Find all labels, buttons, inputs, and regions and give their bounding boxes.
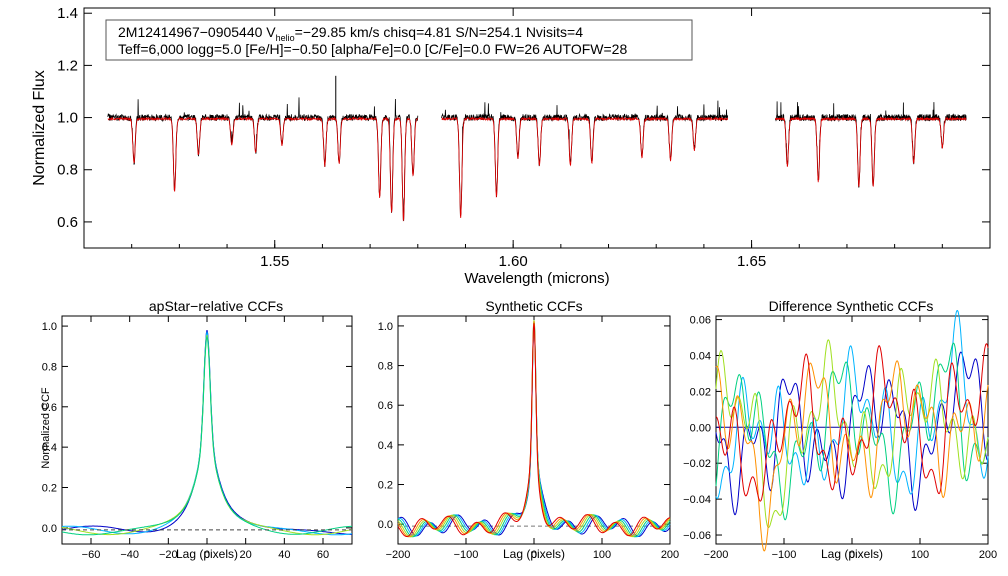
apstar-ccf-axes-frame bbox=[61, 315, 353, 545]
y-tick-label: 0.6 bbox=[42, 402, 57, 414]
synthetic-ccf-panel: Synthetic CCFs −200 −100 0 100 200 0.0 0.2 0.4 0… bbox=[378, 298, 679, 561]
y-tick-label: 0.0 bbox=[42, 523, 57, 535]
ccf-series-line bbox=[61, 331, 353, 536]
x-tick-label: 0 bbox=[204, 549, 210, 561]
difference-ccf-panel: Difference Synthetic CCFs −200 −100 0 100 20… bbox=[683, 298, 997, 561]
spectrum-x-ticks: 1.55 1.60 1.65 bbox=[131, 8, 943, 270]
observed-spectrum-line bbox=[107, 97, 419, 222]
ccf-series-line bbox=[397, 323, 671, 537]
y-tick-label: 0.00 bbox=[690, 422, 711, 434]
difference-ccf-title: Difference Synthetic CCFs bbox=[769, 298, 934, 314]
difference-series-line bbox=[715, 343, 989, 502]
difference-series-line bbox=[715, 309, 989, 500]
spectrum-y-ticks: 0.6 0.8 1.0 1.2 1.4 bbox=[57, 5, 990, 231]
y-tick-label: 0.06 bbox=[690, 315, 711, 327]
x-tick-label: 100 bbox=[911, 549, 929, 561]
difference-series-line bbox=[715, 342, 989, 521]
synthetic-ccf-title: Synthetic CCFs bbox=[485, 298, 582, 314]
y-tick-label: −0.06 bbox=[683, 530, 711, 542]
apstar-ccf-lines bbox=[61, 329, 353, 536]
x-tick-label: −200 bbox=[386, 549, 411, 561]
observed-spectrum-line bbox=[775, 101, 967, 188]
x-tick-label: 0 bbox=[531, 549, 537, 561]
ccf-series-line bbox=[397, 321, 671, 538]
x-tick-label: 100 bbox=[593, 549, 611, 561]
difference-ccf-lines bbox=[715, 309, 989, 552]
spectrum-panel: 0.6 0.8 1.0 1.2 1.4 1.55 1.60 1.65 Normalized … bbox=[31, 5, 991, 287]
info-line-1: 2M12414967−0905440 Vhelio=−29.85 km/s ch… bbox=[118, 24, 583, 43]
ccf-series-line bbox=[397, 321, 671, 538]
x-tick-label: 1.65 bbox=[737, 253, 766, 270]
difference-series-line bbox=[715, 360, 989, 552]
y-tick-label: 0.0 bbox=[378, 519, 393, 531]
model-spectrum-line bbox=[775, 116, 967, 188]
model-spectrum-line bbox=[441, 116, 729, 219]
ccf-series-line bbox=[397, 319, 671, 538]
y-tick-label: 0.2 bbox=[42, 483, 57, 495]
difference-ccf-x-label: Lag (pixels) bbox=[821, 547, 883, 561]
ccf-series-line bbox=[61, 336, 353, 536]
model-spectrum-line bbox=[107, 116, 419, 222]
x-tick-label: 200 bbox=[661, 549, 679, 561]
spectrum-axes-frame bbox=[83, 7, 991, 249]
apstar-ccf-x-label: Lag (pixels) bbox=[176, 547, 238, 561]
x-tick-label: 60 bbox=[317, 549, 329, 561]
synthetic-ccf-x-label: Lag (pixels) bbox=[503, 547, 565, 561]
apstar-ccf-y-label: Normalized CCF bbox=[40, 387, 52, 469]
y-tick-label: 0.6 bbox=[57, 214, 78, 231]
spectrum-lines bbox=[107, 75, 967, 222]
synthetic-ccf-lines bbox=[397, 319, 671, 538]
y-tick-label: 0.4 bbox=[42, 442, 57, 454]
y-tick-label: 1.0 bbox=[57, 110, 78, 127]
ccf-series-line bbox=[397, 323, 670, 537]
y-tick-label: 0.4 bbox=[378, 440, 393, 452]
ccf-series-line bbox=[61, 329, 353, 535]
ccf-series-line bbox=[61, 334, 353, 536]
x-tick-label: −100 bbox=[772, 549, 797, 561]
y-tick-label: 0.6 bbox=[378, 400, 393, 412]
x-tick-label: 20 bbox=[240, 549, 252, 561]
x-tick-label: 1.55 bbox=[260, 253, 289, 270]
y-tick-label: 1.2 bbox=[57, 57, 78, 74]
x-tick-label: 0 bbox=[849, 549, 855, 561]
apstar-ccf-panel: apStar−relative CCFs −60 −40 −20 0 20 40 60 0.0… bbox=[40, 298, 353, 561]
spectrum-y-label: Normalized Flux bbox=[31, 70, 48, 186]
synthetic-ccf-axes-frame bbox=[397, 315, 671, 545]
y-tick-label: −0.02 bbox=[683, 458, 711, 470]
x-tick-label: −100 bbox=[454, 549, 479, 561]
x-tick-label: 40 bbox=[278, 549, 290, 561]
x-tick-label: −40 bbox=[120, 549, 139, 561]
x-tick-label: 200 bbox=[979, 549, 997, 561]
y-tick-label: 0.04 bbox=[690, 350, 711, 362]
apstar-ccf-title: apStar−relative CCFs bbox=[149, 298, 283, 314]
apstar-ccf-ticks: −60 −40 −20 0 20 40 60 0.0 0.2 0.4 0.6 0.8 1.0 bbox=[42, 316, 352, 561]
y-tick-label: 1.4 bbox=[57, 5, 78, 22]
y-tick-label: 1.0 bbox=[42, 321, 57, 333]
ccf-series-line bbox=[397, 320, 671, 538]
y-tick-label: 0.8 bbox=[378, 361, 393, 373]
y-tick-label: −0.04 bbox=[683, 494, 711, 506]
y-tick-label: 0.2 bbox=[378, 480, 393, 492]
y-tick-label: 0.8 bbox=[42, 361, 57, 373]
y-tick-label: 0.8 bbox=[57, 162, 78, 179]
x-tick-label: −20 bbox=[159, 549, 178, 561]
synthetic-ccf-ticks: −200 −100 0 100 200 0.0 0.2 0.4 0.6 0.8 1.0 bbox=[378, 316, 679, 561]
y-tick-label: 0.02 bbox=[690, 386, 711, 398]
x-tick-label: −60 bbox=[82, 549, 101, 561]
info-box bbox=[105, 19, 693, 61]
info-line-2: Teff=6,000 logg=5.0 [Fe/H]=−0.50 [alpha/… bbox=[118, 41, 627, 57]
spectrum-x-label: Wavelength (microns) bbox=[464, 270, 609, 287]
y-tick-label: 1.0 bbox=[378, 321, 393, 333]
x-tick-label: 1.60 bbox=[499, 253, 528, 270]
difference-ccf-ticks: −200 −100 0 100 200 −0.06 −0.04 −0.02 0.00 0.02 0.… bbox=[683, 315, 997, 561]
x-tick-label: −200 bbox=[704, 549, 729, 561]
